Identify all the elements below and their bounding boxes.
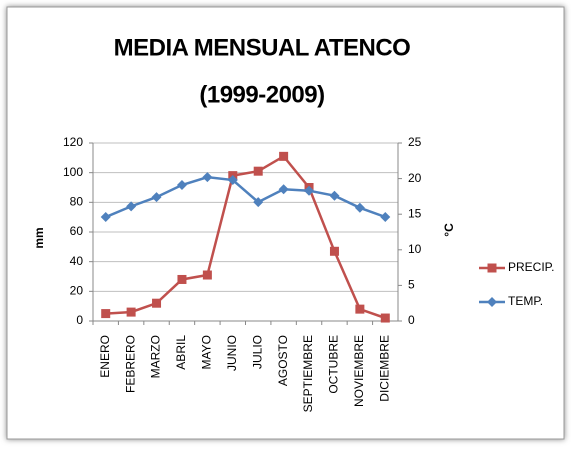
- data-point: [151, 192, 162, 203]
- data-point: [253, 197, 264, 208]
- x-tick-label: ABRIL: [174, 335, 188, 370]
- y-tick-label: 120: [63, 135, 83, 149]
- y2-tick-label: 25: [408, 135, 422, 149]
- data-point: [100, 212, 111, 223]
- x-tick-label: JULIO: [250, 335, 264, 369]
- y-tick-label: 60: [70, 224, 84, 238]
- legend-label: PRECIP.: [508, 260, 554, 274]
- y2-tick-label: 5: [408, 278, 415, 292]
- y2-axis-label: °C: [442, 223, 456, 237]
- data-point: [126, 201, 137, 212]
- legend-label: TEMP.: [508, 294, 543, 308]
- data-point: [126, 307, 136, 317]
- x-tick-label: ENERO: [98, 335, 112, 378]
- data-point: [202, 270, 212, 280]
- data-point: [176, 180, 187, 191]
- data-point: [101, 309, 111, 319]
- data-point: [355, 304, 365, 314]
- y2-tick-label: 0: [408, 313, 415, 327]
- y-tick-label: 80: [70, 195, 84, 209]
- x-tick-label: AGOSTO: [276, 335, 290, 386]
- data-point: [329, 190, 340, 201]
- x-tick-label: SEPTIEMBRE: [301, 335, 315, 412]
- chart-subtitle: (1999-2009): [199, 81, 324, 108]
- x-tick-label: NOVIEMBRE: [352, 335, 366, 407]
- y2-tick-label: 20: [408, 171, 422, 185]
- y-tick-label: 40: [70, 254, 84, 268]
- data-point: [253, 166, 263, 176]
- y2-tick-label: 10: [408, 242, 422, 256]
- y-axis-label: mm: [32, 227, 46, 248]
- legend-marker: [487, 263, 497, 273]
- data-point: [380, 313, 390, 323]
- x-tick-label: JUNIO: [225, 335, 239, 371]
- data-point: [278, 184, 289, 195]
- chart-title: MEDIA MENSUAL ATENCO: [114, 34, 411, 61]
- data-point: [380, 212, 391, 223]
- x-tick-label: DICIEMBRE: [377, 335, 391, 402]
- x-tick-label: MAYO: [200, 335, 214, 369]
- y-tick-label: 100: [63, 165, 83, 179]
- data-point: [202, 172, 213, 183]
- x-tick-label: MARZO: [149, 335, 163, 378]
- data-point: [329, 246, 339, 256]
- y2-tick-label: 15: [408, 206, 422, 220]
- series-line: [105, 175, 386, 219]
- chart-frame: [6, 6, 565, 440]
- data-point: [304, 185, 315, 196]
- x-tick-label: FEBRERO: [123, 335, 137, 393]
- data-point: [227, 175, 238, 186]
- data-point: [354, 202, 365, 213]
- y-tick-label: 20: [70, 284, 84, 298]
- y-tick-label: 0: [76, 313, 83, 327]
- data-point: [152, 298, 162, 308]
- legend-marker: [487, 297, 497, 307]
- data-point: [279, 151, 289, 161]
- x-tick-label: OCTUBRE: [327, 335, 341, 394]
- data-point: [177, 274, 187, 284]
